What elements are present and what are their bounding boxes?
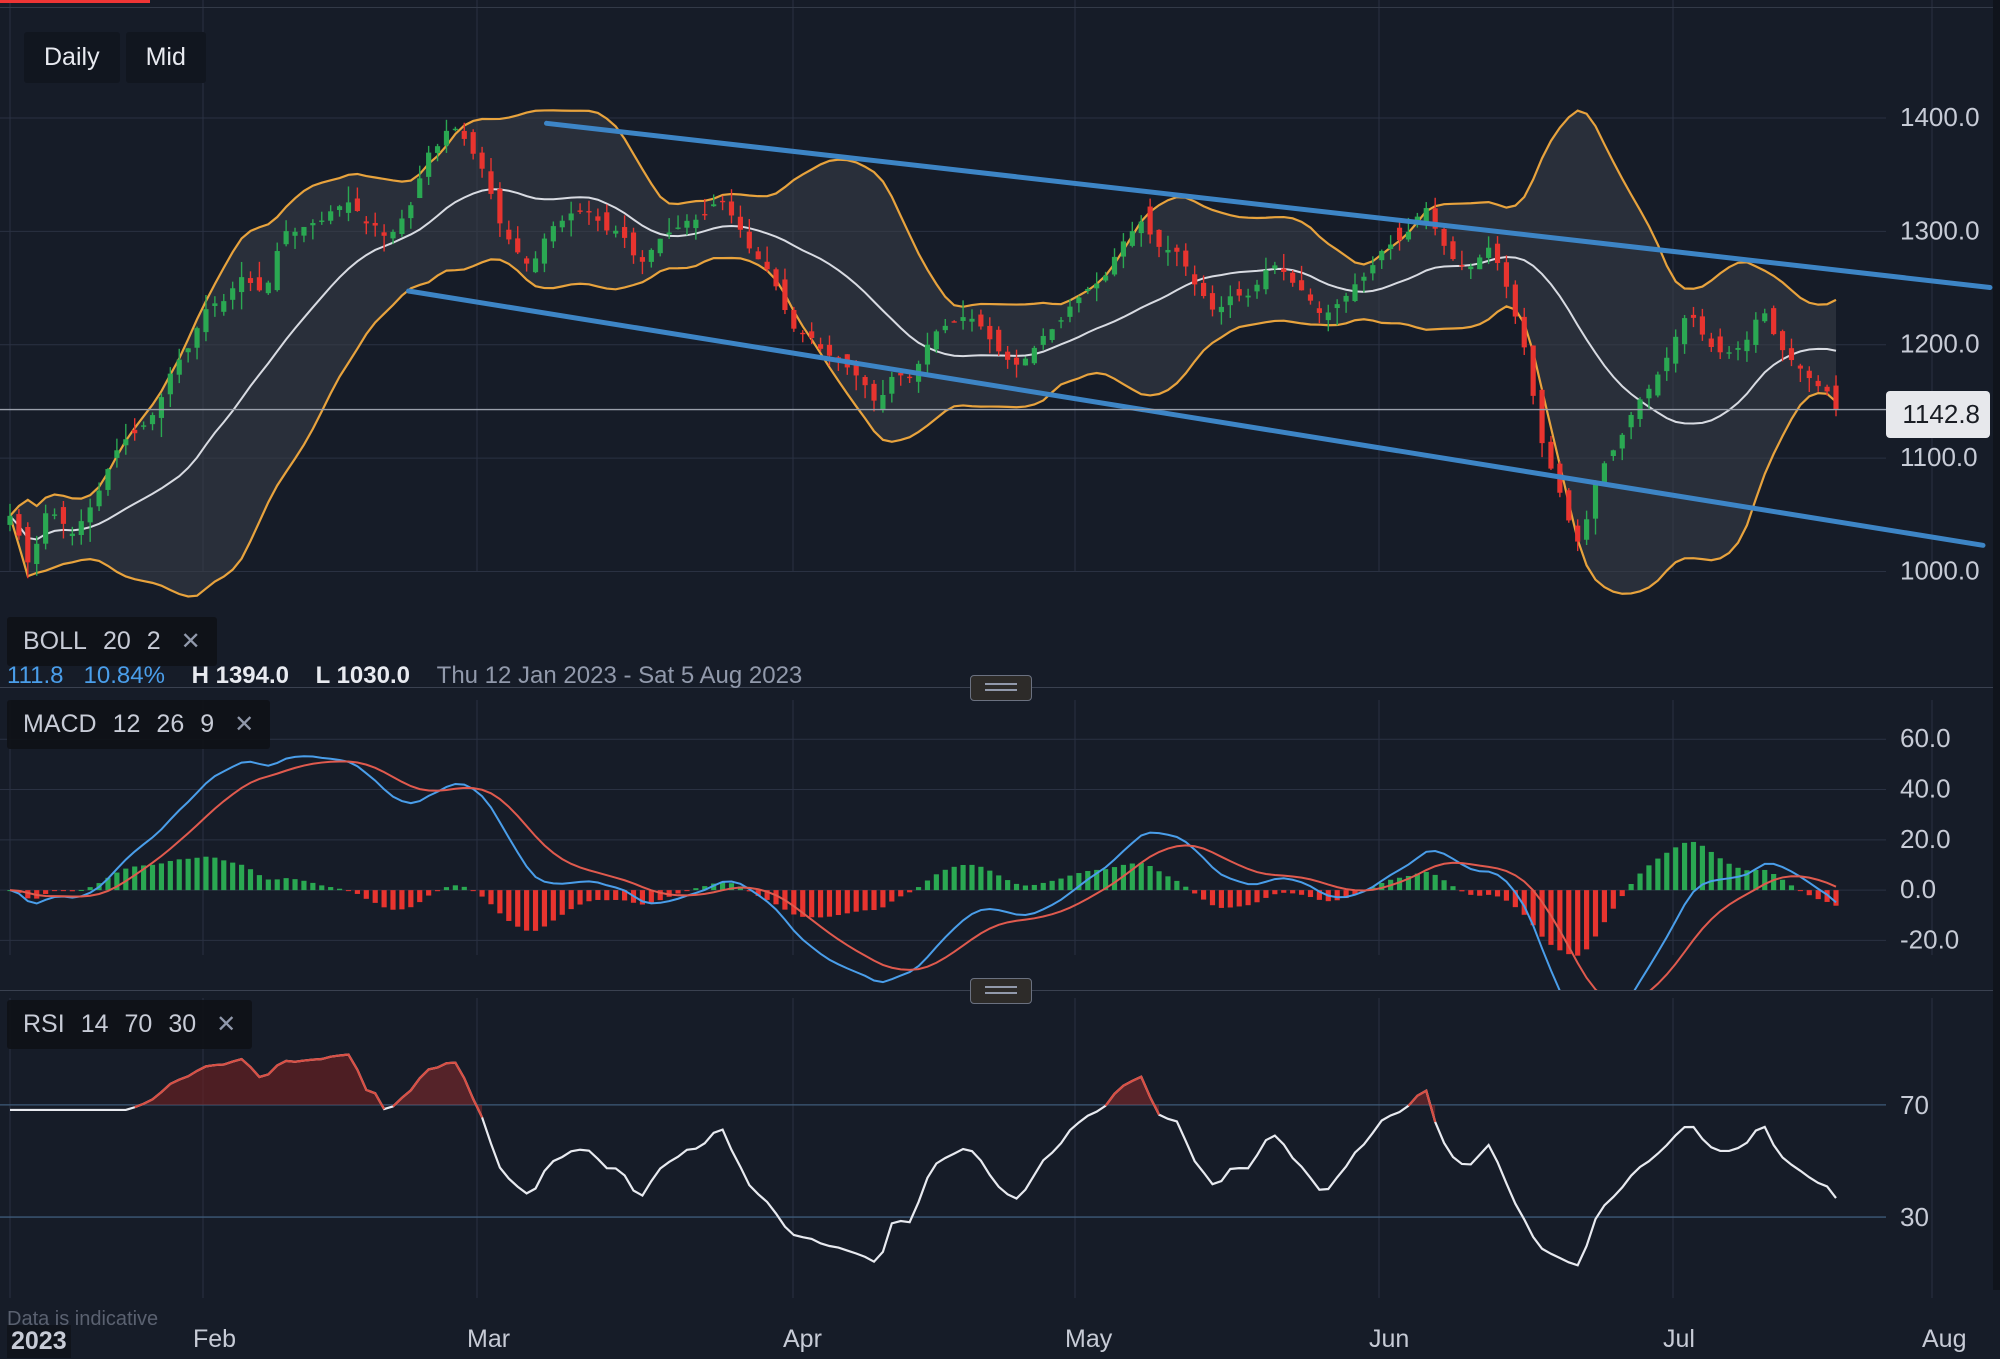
svg-text:1100.0: 1100.0 bbox=[1900, 442, 1978, 472]
svg-text:1000.0: 1000.0 bbox=[1900, 555, 1980, 585]
svg-text:1400.0: 1400.0 bbox=[1900, 102, 1980, 132]
svg-text:30: 30 bbox=[1900, 1202, 1929, 1232]
svg-text:20.0: 20.0 bbox=[1900, 824, 1951, 854]
svg-text:40.0: 40.0 bbox=[1900, 774, 1951, 804]
svg-text:1200.0: 1200.0 bbox=[1900, 329, 1980, 359]
svg-text:70: 70 bbox=[1900, 1090, 1929, 1120]
svg-text:60.0: 60.0 bbox=[1900, 723, 1951, 753]
svg-text:-20.0: -20.0 bbox=[1900, 924, 1959, 954]
svg-text:1300.0: 1300.0 bbox=[1900, 215, 1980, 245]
svg-text:0.0: 0.0 bbox=[1900, 874, 1936, 904]
